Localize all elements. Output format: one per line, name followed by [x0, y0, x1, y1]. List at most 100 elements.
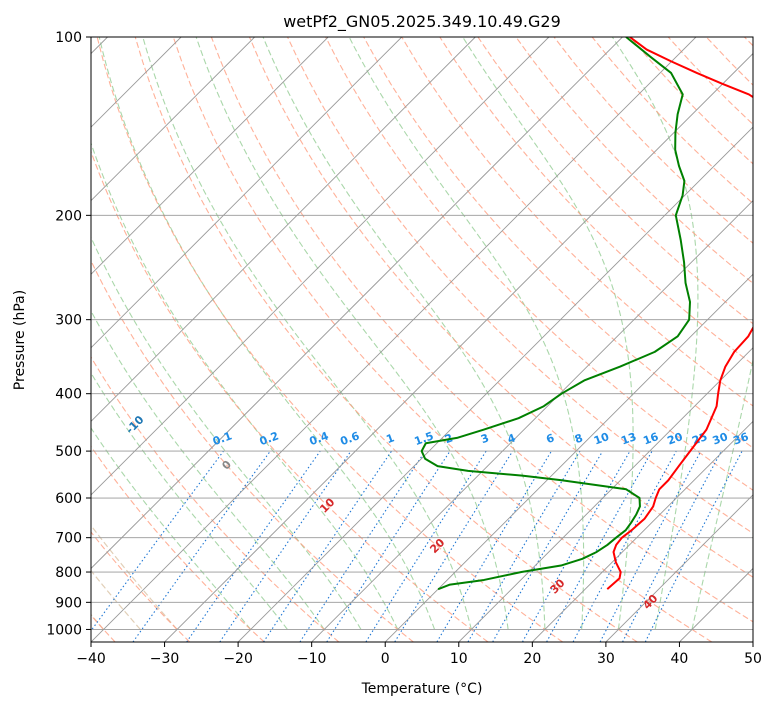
y-tick-label: 1000: [46, 622, 82, 638]
dry-adiabat-line: [515, 37, 753, 284]
mixing-ratio-label: 6: [544, 431, 556, 446]
mixing-ratio-line: [263, 450, 392, 642]
dry-adiabat-line: [91, 356, 340, 642]
moist-adiabat-line: [91, 371, 288, 630]
isotherm-line: [91, 37, 255, 202]
isotherm-line: [237, 126, 753, 642]
mixing-ratio-label: 10: [592, 430, 611, 448]
chart-title: wetPf2_GN05.2025.349.10.49.G29: [283, 12, 561, 32]
moist-adiabat-line: [348, 37, 585, 630]
isotherm-line: [164, 52, 753, 642]
mixing-ratio-label: 20: [666, 430, 685, 448]
plot-frame: [90, 36, 754, 643]
mixing-ratio-label: 13: [619, 430, 638, 447]
mixing-ratio-line: [546, 450, 653, 642]
mixing-ratio-line: [326, 450, 451, 642]
x-tick-label: 30: [597, 651, 615, 667]
moist-adiabat-line: [91, 426, 252, 630]
mixing-ratio-label: 0.2: [258, 429, 281, 448]
dewpoint-profile-line: [420, 37, 691, 591]
moist-adiabat-line: [691, 357, 753, 630]
mixing-ratio-label: 0.1: [211, 429, 234, 448]
dry-adiabat-line: [91, 445, 265, 642]
x-axis: −40 −30 −20 −10 0 10 20 30 40 50: [76, 642, 762, 667]
sounding-series: [420, 37, 753, 591]
y-tick-label: 400: [55, 387, 82, 403]
x-tick-label: 20: [523, 651, 541, 667]
moist-adiabat-line: [91, 569, 141, 630]
moist-adiabat-line: [91, 236, 362, 630]
isotherm-line: [458, 347, 753, 642]
mixing-ratio-line: [132, 450, 271, 642]
dry-adiabat-line: [401, 37, 753, 407]
y-tick-label: 600: [55, 491, 82, 507]
plot-area: -100-90-80-70-60-50-40-30-20-10010203040…: [91, 37, 753, 642]
isotherm-line: [91, 37, 550, 496]
mixing-ratio-label: 8: [573, 431, 585, 446]
y-axis: 100 200 300 400 500 600 700 800 900 1000: [46, 30, 91, 638]
mixing-ratio-label: 16: [641, 430, 660, 448]
y-axis-label: Pressure (hPa): [12, 290, 28, 390]
isotherm-line: [605, 494, 753, 642]
y-tick-label: 500: [55, 444, 82, 460]
y-tick-label: 700: [55, 531, 82, 547]
moist-adiabat-line: [195, 37, 509, 630]
isotherm-line: [91, 37, 329, 275]
x-tick-label: −20: [223, 651, 253, 667]
isobars: [91, 37, 753, 630]
isotherm-line: [384, 273, 753, 642]
mixing-ratio-line: [299, 450, 426, 642]
isotherm-line: [91, 37, 697, 642]
mixing-ratio-label: 3: [479, 431, 491, 446]
isotherm-line: [311, 200, 753, 642]
mixing-ratio-label: 4: [506, 431, 518, 446]
moist-adiabat-line: [611, 37, 699, 630]
dry-adiabats: [91, 37, 753, 642]
x-tick-label: −30: [150, 651, 180, 667]
mixing-ratio-line: [572, 450, 677, 642]
x-axis-label: Temperature (°C): [361, 681, 483, 697]
mixing-ratio-line: [186, 450, 321, 642]
y-tick-label: 200: [55, 208, 82, 224]
dry-adiabat-line: [134, 37, 638, 642]
y-tick-label: 300: [55, 313, 82, 329]
mixing-ratio-label: 0.4: [308, 429, 331, 448]
dry-adiabat-line: [172, 37, 713, 642]
mixing-ratio-lines: [91, 450, 743, 642]
y-tick-label: 100: [55, 30, 82, 46]
moist-adiabat-line: [91, 141, 399, 630]
y-tick-label: 900: [55, 595, 82, 611]
mixing-ratio-line: [394, 450, 514, 642]
isotherm-line: [91, 37, 623, 570]
mixing-ratio-label: 36: [731, 430, 750, 448]
x-tick-label: 50: [744, 651, 762, 667]
dry-adiabat-line: [96, 37, 563, 642]
dry-adiabat-line: [287, 37, 753, 534]
moist-adiabat-line: [98, 37, 436, 630]
dry-adiabat-line: [439, 37, 753, 366]
dry-adiabat-line: [210, 37, 753, 623]
mixing-ratio-line: [219, 450, 352, 642]
mixing-ratio-label: 0.6: [338, 429, 361, 448]
x-tick-label: 0: [381, 651, 390, 667]
isotherm-line: [91, 37, 476, 422]
temperature-profile-line: [606, 37, 753, 590]
dry-adiabat-line: [248, 37, 753, 578]
x-tick-label: 10: [450, 651, 468, 667]
isotherm-line: [532, 420, 753, 642]
isotherm-line: [91, 37, 403, 349]
mixing-ratio-label: 30: [711, 430, 730, 448]
x-tick-label: −40: [76, 651, 106, 667]
y-tick-label: 800: [55, 565, 82, 581]
mixing-ratio-line: [644, 450, 743, 642]
moist-adiabat-line: [91, 524, 178, 630]
dry-adiabat-line: [91, 531, 191, 642]
x-tick-label: 40: [671, 651, 689, 667]
mixing-ratio-line: [91, 450, 224, 632]
dry-adiabat-line: [91, 149, 489, 642]
x-tick-label: −10: [297, 651, 327, 667]
mixing-ratio-label: 1: [385, 431, 397, 446]
isotherms: [91, 37, 753, 642]
